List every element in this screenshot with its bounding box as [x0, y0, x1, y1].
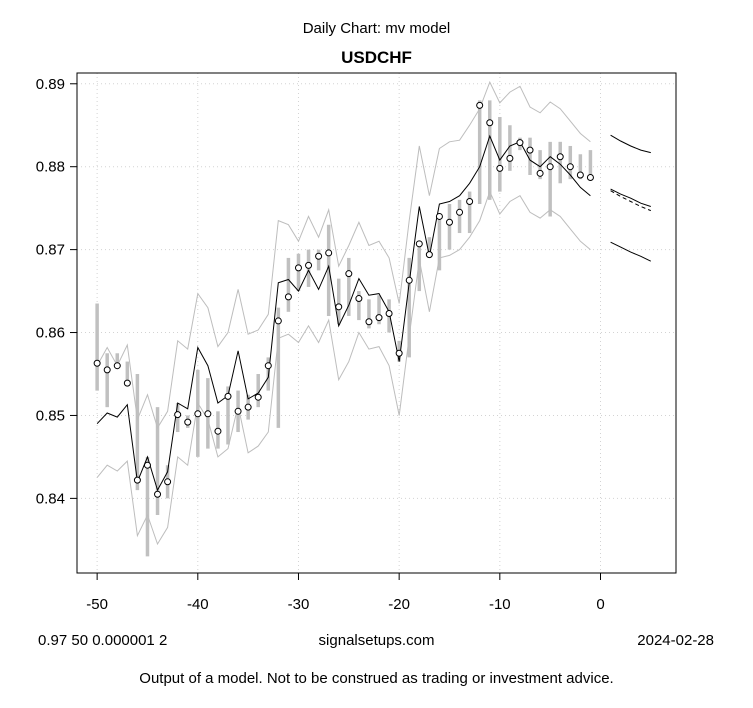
forecast-center-line: [610, 188, 651, 207]
close-point: [264, 362, 272, 370]
close-point: [284, 293, 292, 301]
x-axis: -50 -40 -30 -20 -10 0: [86, 572, 605, 613]
close-points: [93, 101, 594, 498]
close-point: [546, 163, 554, 171]
close-point: [133, 476, 141, 484]
chart-subtitle: Daily Chart: mv model: [302, 20, 451, 37]
close-point: [556, 153, 564, 161]
model-line: [96, 134, 591, 492]
close-point: [184, 418, 192, 426]
close-point: [586, 173, 594, 181]
close-point: [305, 261, 313, 269]
disclaimer: Output of a model. Not to be construed a…: [139, 670, 614, 687]
close-point: [536, 169, 544, 177]
close-point: [113, 362, 121, 370]
y-tick-label: 0.87: [36, 242, 65, 259]
chart-title: USDCHF: [341, 48, 412, 67]
x-tick-label: -50: [86, 596, 108, 613]
close-point: [516, 139, 524, 147]
forecast-lower-line: [610, 241, 652, 262]
close-point: [214, 427, 222, 435]
upper-band-line: [96, 80, 591, 430]
close-point: [395, 349, 403, 357]
close-point: [123, 379, 131, 387]
y-tick-label: 0.85: [36, 407, 65, 424]
close-point: [174, 411, 182, 419]
close-point: [244, 403, 252, 411]
forecast-lines: [610, 134, 652, 262]
close-point: [294, 264, 302, 272]
close-point: [254, 393, 262, 401]
close-point: [103, 366, 111, 374]
y-axis: 0.84 0.85 0.86 0.87 0.88 0.89: [36, 76, 78, 507]
close-point: [445, 218, 453, 226]
close-point: [234, 407, 242, 415]
y-tick-label: 0.84: [36, 490, 65, 507]
close-point: [93, 359, 101, 367]
close-point: [466, 198, 474, 206]
close-point: [355, 295, 363, 303]
y-tick-label: 0.88: [36, 159, 65, 176]
close-point: [425, 251, 433, 259]
x-tick-label: 0: [596, 596, 604, 613]
x-tick-label: -40: [187, 596, 209, 613]
close-point: [204, 410, 212, 418]
model-line-group: [96, 134, 591, 492]
close-point: [325, 249, 333, 257]
close-point: [154, 490, 162, 498]
close-point: [365, 318, 373, 326]
close-point: [335, 303, 343, 311]
close-point: [224, 392, 232, 400]
close-point: [315, 252, 323, 260]
x-tick-label: -20: [388, 596, 410, 613]
close-point: [486, 119, 494, 127]
chart-date: 2024-02-28: [637, 632, 714, 649]
close-point: [143, 461, 151, 469]
close-point: [496, 164, 504, 172]
close-point: [405, 276, 413, 284]
forecast-center-dashed-line: [610, 190, 651, 212]
close-point: [274, 317, 282, 325]
close-point: [345, 270, 353, 278]
close-point: [566, 163, 574, 171]
close-point: [375, 314, 383, 322]
y-tick-label: 0.89: [36, 76, 65, 93]
close-point: [506, 154, 514, 162]
close-point: [435, 212, 443, 220]
model-bands: [96, 80, 591, 546]
close-point: [526, 146, 534, 154]
price-ranges: [95, 100, 593, 557]
close-point: [476, 101, 484, 109]
lower-band-line: [96, 190, 591, 546]
close-point: [415, 240, 423, 248]
y-tick-label: 0.86: [36, 325, 65, 342]
close-point: [194, 410, 202, 418]
site-label: signalsetups.com: [318, 632, 435, 649]
close-point: [164, 478, 172, 486]
x-tick-label: -30: [288, 596, 310, 613]
model-params: 0.97 50 0.000001 2: [38, 632, 168, 649]
close-point: [576, 171, 584, 179]
close-point: [456, 208, 464, 216]
x-tick-label: -10: [489, 596, 511, 613]
close-point: [385, 309, 393, 317]
grid: [77, 73, 676, 573]
forecast-upper-line: [610, 134, 651, 154]
